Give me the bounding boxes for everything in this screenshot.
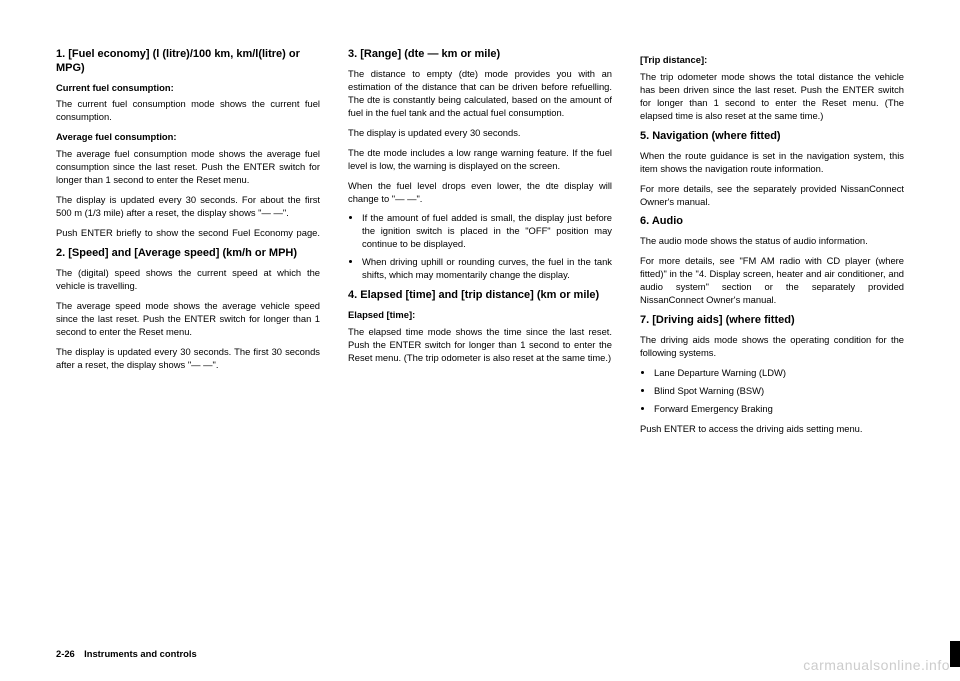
subhead-current-fuel: Current fuel consumption: <box>56 82 320 95</box>
para: The average speed mode shows the average… <box>56 300 320 339</box>
para: The driving aids mode shows the operatin… <box>640 334 904 360</box>
list-item: If the amount of fuel added is small, th… <box>362 212 612 251</box>
page-content: 1. [Fuel economy] (l (litre)/100 km, km/… <box>0 0 960 463</box>
subhead-average-fuel: Average fuel consumption: <box>56 131 320 144</box>
page-footer: 2-26 Instruments and controls <box>56 648 197 659</box>
para: Push ENTER briefly to show the second Fu… <box>56 227 320 240</box>
para: Push ENTER to access the driving aids se… <box>640 423 904 436</box>
para: The current fuel consumption mode shows … <box>56 98 320 124</box>
column-2: 3. [Range] (dte — km or mile) The distan… <box>348 48 612 443</box>
heading-driving-aids: 7. [Driving aids] (where fitted) <box>640 314 904 328</box>
para: The display is updated every 30 seconds.… <box>56 346 320 372</box>
list-item: Forward Emergency Braking <box>654 403 904 416</box>
heading-navigation: 5. Navigation (where fitted) <box>640 130 904 144</box>
para: The dte mode includes a low range warnin… <box>348 147 612 173</box>
para: The distance to empty (dte) mode provide… <box>348 68 612 120</box>
heading-range: 3. [Range] (dte — km or mile) <box>348 48 612 62</box>
watermark-text: carmanualsonline.info <box>803 657 950 673</box>
subhead-trip-distance: [Trip distance]: <box>640 54 904 67</box>
subhead-elapsed-time: Elapsed [time]: <box>348 309 612 322</box>
para: The (digital) speed shows the current sp… <box>56 267 320 293</box>
heading-elapsed: 4. Elapsed [time] and [trip distance] (k… <box>348 289 612 303</box>
heading-speed: 2. [Speed] and [Average speed] (km/h or … <box>56 247 320 261</box>
heading-audio: 6. Audio <box>640 215 904 229</box>
bullet-list: If the amount of fuel added is small, th… <box>348 212 612 282</box>
para: The trip odometer mode shows the total d… <box>640 71 904 123</box>
para: For more details, see "FM AM radio with … <box>640 255 904 307</box>
para: The display is updated every 30 seconds.… <box>56 194 320 220</box>
column-3: [Trip distance]: The trip odometer mode … <box>640 48 904 443</box>
page-edge-marker <box>950 641 960 667</box>
bullet-list: Lane Departure Warning (LDW) Blind Spot … <box>640 367 904 416</box>
para: When the route guidance is set in the na… <box>640 150 904 176</box>
para: The average fuel consumption mode shows … <box>56 148 320 187</box>
list-item: Lane Departure Warning (LDW) <box>654 367 904 380</box>
para: For more details, see the separately pro… <box>640 183 904 209</box>
para: The elapsed time mode shows the time sin… <box>348 326 612 365</box>
column-1: 1. [Fuel economy] (l (litre)/100 km, km/… <box>56 48 320 443</box>
heading-fuel-economy: 1. [Fuel economy] (l (litre)/100 km, km/… <box>56 48 320 76</box>
list-item: When driving uphill or rounding curves, … <box>362 256 612 282</box>
para: When the fuel level drops even lower, th… <box>348 180 612 206</box>
list-item: Blind Spot Warning (BSW) <box>654 385 904 398</box>
para: The audio mode shows the status of audio… <box>640 235 904 248</box>
para: The display is updated every 30 seconds. <box>348 127 612 140</box>
